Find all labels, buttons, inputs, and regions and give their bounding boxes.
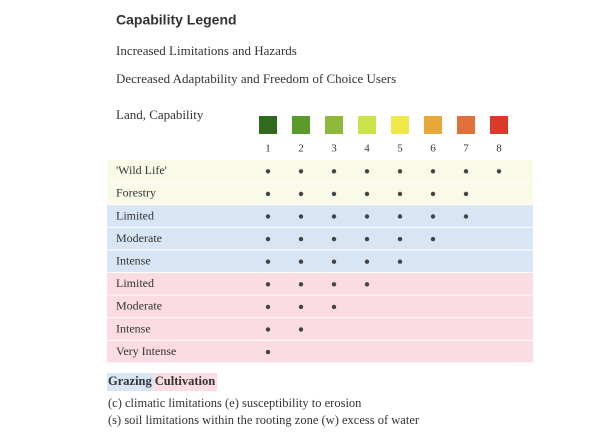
row-background [107, 227, 533, 250]
capability-dot [265, 169, 271, 174]
table-label: Land, Capability [116, 107, 204, 122]
row-label: Forestry [116, 186, 156, 200]
capability-dot [397, 191, 403, 197]
capability-dot [265, 236, 271, 242]
capability-dot [397, 169, 403, 174]
row-background [107, 250, 533, 272]
group-legend-swatch [107, 373, 154, 391]
group-legend-item: Grazing [107, 373, 154, 391]
group-legend-label: Cultivation [155, 374, 215, 388]
class-number: 6 [430, 143, 436, 155]
row-label: Limited [116, 208, 154, 222]
class-number: 3 [331, 143, 337, 155]
capability-dot [397, 236, 403, 242]
capability-dot [397, 214, 403, 219]
class-number: 4 [364, 143, 370, 155]
capability-dot [463, 169, 469, 174]
title: Capability Legend [116, 12, 237, 28]
capability-dot [298, 327, 304, 332]
capability-dot [430, 236, 436, 242]
row-label: Intense [116, 253, 151, 267]
capability-dot [331, 214, 337, 219]
capability-dot [430, 191, 436, 197]
capability-dot [331, 236, 337, 242]
subtitle-line: Increased Limitations and Hazards [116, 43, 297, 58]
class-number: 7 [463, 143, 469, 155]
group-legend-item: Cultivation [153, 373, 218, 391]
capability-dot [331, 282, 337, 287]
row-background [107, 295, 533, 318]
capability-dot [331, 304, 337, 310]
note: (s) soil limitations within the rooting … [108, 413, 420, 427]
capability-dot [265, 191, 271, 197]
class-swatch [391, 116, 409, 134]
class-swatch [259, 116, 277, 134]
class-swatch [292, 116, 310, 134]
capability-dot [265, 349, 271, 355]
row-background [107, 318, 533, 340]
row-label: 'Wild Life' [116, 163, 167, 177]
row-background [107, 182, 533, 205]
subtitle-line: Decreased Adaptability and Freedom of Ch… [116, 71, 396, 86]
capability-dot [265, 214, 271, 219]
capability-dot [364, 282, 370, 287]
capability-dot [430, 169, 436, 174]
capability-dot [331, 259, 337, 264]
note: (c) climatic limitations (e) susceptibil… [108, 396, 362, 410]
class-swatch [424, 116, 442, 134]
group-legend-label: Grazing [108, 374, 152, 388]
capability-dot [298, 304, 304, 310]
capability-dot [364, 259, 370, 264]
capability-dot [430, 214, 436, 219]
table: 1 2 3 4 5 6 7 8 'Wild Life' Forestry Limited Modera… [107, 116, 533, 391]
class-number: 8 [496, 143, 502, 155]
capability-dot [298, 169, 304, 174]
capability-dot [298, 259, 304, 264]
capability-dot [496, 169, 502, 174]
class-number: 1 [265, 143, 271, 155]
capability-dot [364, 191, 370, 197]
capability-dot [265, 282, 271, 287]
capability-dot [397, 259, 403, 264]
capability-dot [331, 169, 337, 174]
row-label: Moderate [116, 231, 162, 245]
row-label: Moderate [116, 299, 162, 313]
class-swatch [325, 116, 343, 134]
capability-dot [265, 327, 271, 332]
row-background [107, 160, 533, 182]
class-swatch [490, 116, 508, 134]
capability-dot [298, 236, 304, 242]
class-swatch [358, 116, 376, 134]
capability-dot [364, 214, 370, 219]
class-swatch [457, 116, 475, 134]
capability-dot [265, 259, 271, 264]
row-background [107, 205, 533, 227]
capability-dot [298, 191, 304, 197]
capability-dot [463, 191, 469, 197]
row-background [107, 340, 533, 363]
row-label: Very Intense [116, 344, 176, 358]
capability-dot [364, 169, 370, 174]
capability-dot [298, 282, 304, 287]
capability-dot [298, 214, 304, 219]
row-label: Intense [116, 321, 151, 335]
class-number: 2 [298, 143, 304, 155]
class-number: 5 [397, 143, 403, 155]
capability-dot [265, 304, 271, 310]
capability-dot [331, 191, 337, 197]
capability-dot [364, 236, 370, 242]
capability-dot [463, 214, 469, 219]
row-background [107, 273, 533, 295]
group-legend-swatch [153, 373, 218, 391]
row-label: Limited [116, 276, 154, 290]
